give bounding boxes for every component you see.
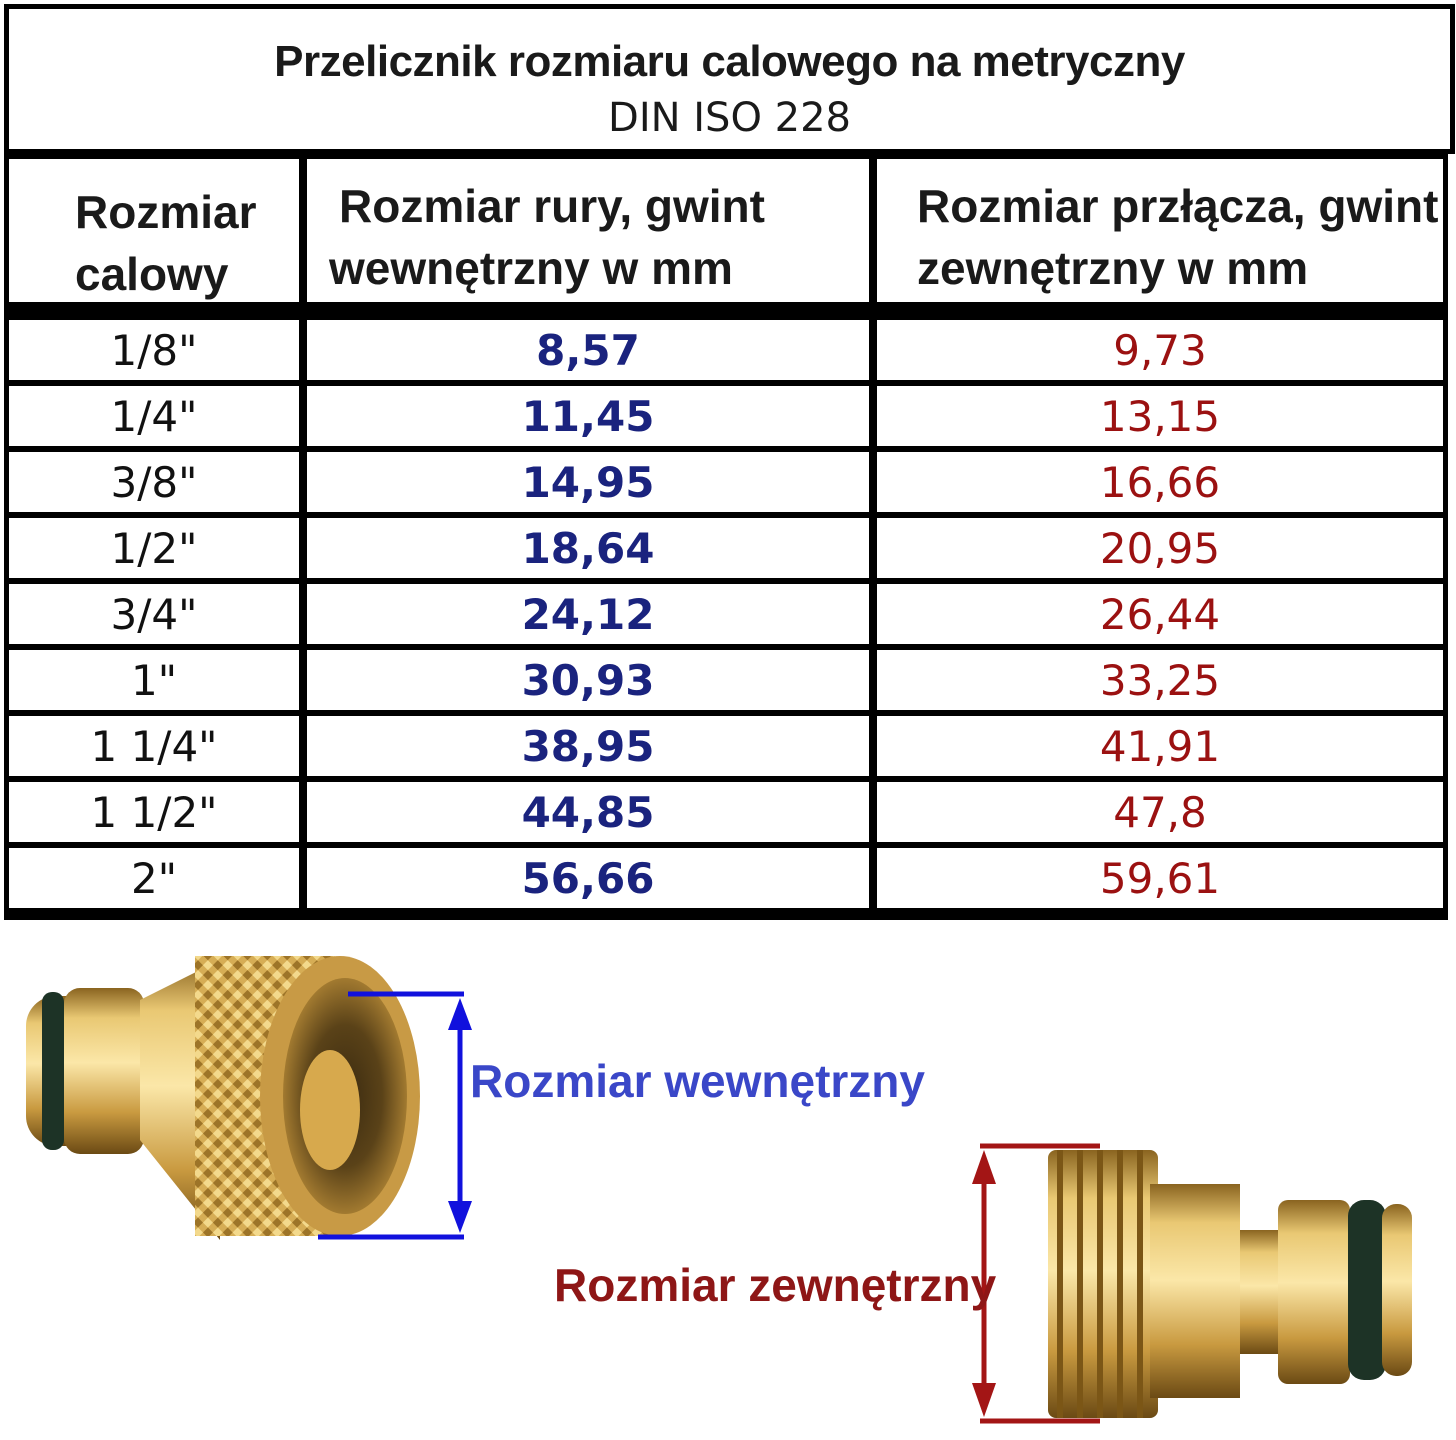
cell-internal-mm: 18,64 bbox=[307, 518, 869, 578]
internal-size-label: Rozmiar wewnętrzny bbox=[470, 1055, 925, 1107]
conversion-table: Rozmiar calowy Rozmiar rury, gwint wewnę… bbox=[4, 154, 1448, 920]
page-title: Przelicznik rozmiaru calowego na metrycz… bbox=[274, 37, 1185, 86]
cell-internal-mm: 38,95 bbox=[307, 716, 869, 776]
header-external-line1: Rozmiar przłącza, gwint bbox=[917, 180, 1439, 232]
cell-inch-size: 1 1/4" bbox=[9, 716, 299, 776]
header-internal-line1: Rozmiar rury, gwint bbox=[339, 180, 765, 232]
cell-internal-mm: 8,57 bbox=[307, 320, 869, 380]
external-size-label: Rozmiar zewnętrzny bbox=[554, 1259, 997, 1311]
cell-internal-mm: 56,66 bbox=[307, 848, 869, 908]
cell-external-mm: 47,8 bbox=[877, 782, 1443, 842]
cell-inch-size: 3/8" bbox=[9, 452, 299, 512]
cell-internal-mm: 24,12 bbox=[307, 584, 869, 644]
cell-inch-size: 3/4" bbox=[9, 584, 299, 644]
header-inch-size: Rozmiar calowy bbox=[9, 159, 299, 302]
external-dimension-marker bbox=[972, 1143, 1100, 1424]
internal-dimension-marker bbox=[318, 991, 472, 1240]
header-external-line2: zewnętrzny w mm bbox=[917, 242, 1309, 294]
cell-inch-size: 2" bbox=[9, 848, 299, 908]
cell-external-mm: 16,66 bbox=[877, 452, 1443, 512]
cell-internal-mm: 30,93 bbox=[307, 650, 869, 710]
male-fitting-image bbox=[1048, 1150, 1412, 1418]
cell-inch-size: 1 1/2" bbox=[9, 782, 299, 842]
cell-external-mm: 9,73 bbox=[877, 320, 1443, 380]
cell-external-mm: 20,95 bbox=[877, 518, 1443, 578]
cell-internal-mm: 44,85 bbox=[307, 782, 869, 842]
title-box: Przelicznik rozmiaru calowego na metrycz… bbox=[4, 4, 1455, 154]
female-fitting-image bbox=[26, 956, 420, 1240]
cell-inch-size: 1/8" bbox=[9, 320, 299, 380]
cell-inch-size: 1" bbox=[9, 650, 299, 710]
cell-inch-size: 1/2" bbox=[9, 518, 299, 578]
header-internal-line2: wewnętrzny w mm bbox=[329, 242, 733, 294]
header-internal-thread: Rozmiar rury, gwint wewnętrzny w mm bbox=[307, 159, 869, 302]
cell-external-mm: 26,44 bbox=[877, 584, 1443, 644]
cell-internal-mm: 14,95 bbox=[307, 452, 869, 512]
standard-subtitle: DIN ISO 228 bbox=[608, 95, 851, 141]
cell-internal-mm: 11,45 bbox=[307, 386, 869, 446]
cell-external-mm: 41,91 bbox=[877, 716, 1443, 776]
header-inch-size-line2: calowy bbox=[75, 248, 229, 300]
header-inch-size-line1: Rozmiar bbox=[75, 186, 257, 238]
cell-inch-size: 1/4" bbox=[9, 386, 299, 446]
cell-external-mm: 13,15 bbox=[877, 386, 1443, 446]
cell-external-mm: 59,61 bbox=[877, 848, 1443, 908]
header-external-thread: Rozmiar przłącza, gwint zewnętrzny w mm bbox=[877, 159, 1443, 302]
cell-external-mm: 33,25 bbox=[877, 650, 1443, 710]
